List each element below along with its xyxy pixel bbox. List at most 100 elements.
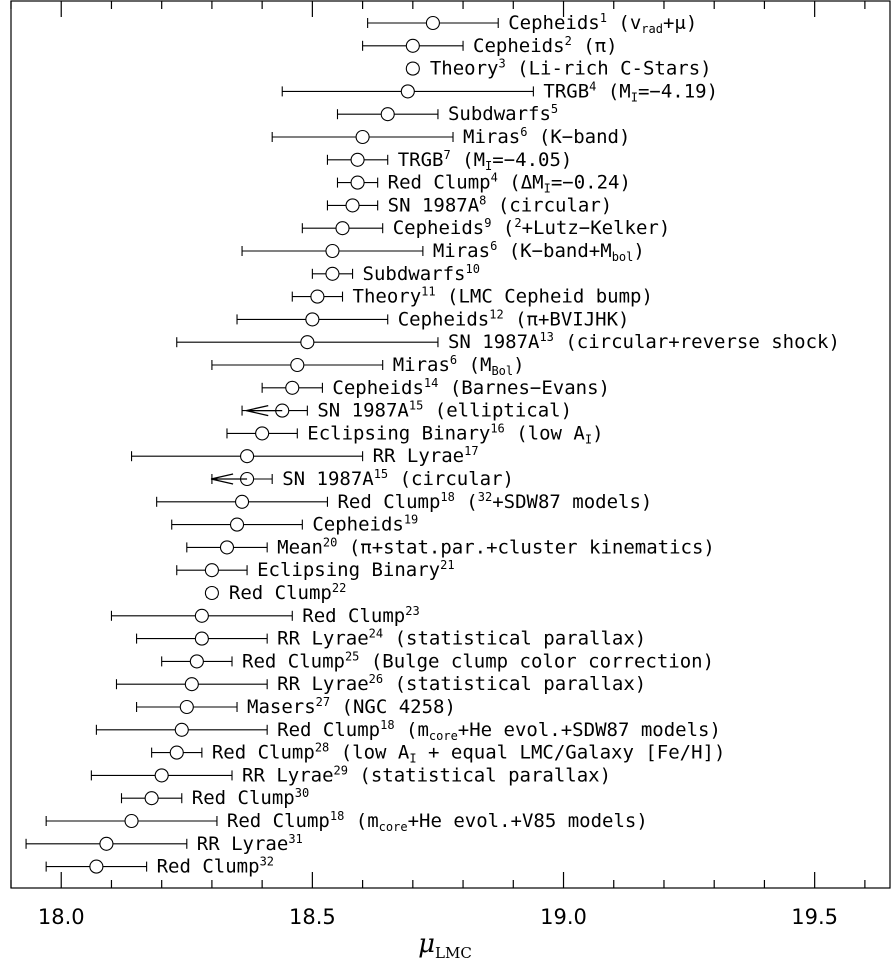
data-row: Cepheids19 <box>171 513 418 536</box>
data-point <box>355 129 370 145</box>
data-point <box>89 859 104 874</box>
data-row: RR Lyrae29 (statistical parallax) <box>90 763 611 786</box>
upper-limit-arrow <box>246 404 283 417</box>
data-row: Eclipsing Binary16 (low AI) <box>226 421 604 446</box>
data-point <box>204 563 219 578</box>
x-tick-label: 18.5 <box>289 905 336 929</box>
point-label: Red Clump18 (32+SDW87 models) <box>337 490 652 513</box>
data-point <box>290 357 305 373</box>
data-row: TRGB4 (MI=−4.19) <box>281 79 718 104</box>
point-label: Masers27 (NGC 4258) <box>247 695 456 718</box>
point-label: Theory3 (Li-rich C-Stars) <box>430 57 712 80</box>
x-tick-label: 18.0 <box>38 905 85 929</box>
data-row: Theory3 (Li-rich C-Stars) <box>405 57 712 80</box>
data-point <box>194 631 209 646</box>
point-label: Red Clump22 <box>229 581 346 604</box>
data-point <box>380 107 395 122</box>
plot-frame <box>10 0 891 889</box>
data-point <box>335 221 350 236</box>
point-label: TRGB7 (MI=−4.05) <box>398 148 573 173</box>
data-row: RR Lyrae26 (statistical parallax) <box>115 672 646 695</box>
data-point <box>425 15 440 31</box>
point-label: Cepheids12 (π+BVIJHK) <box>398 307 630 330</box>
point-label: RR Lyrae29 (statistical parallax) <box>242 763 611 786</box>
data-row: Subdwarfs5 <box>336 102 558 125</box>
data-point <box>194 608 209 623</box>
data-row: Red Clump23 <box>110 604 420 627</box>
point-label: Red Clump23 <box>302 604 419 627</box>
upper-limit-arrow <box>210 473 248 485</box>
data-row: Cepheids1 (vrad+μ) <box>367 11 697 36</box>
data-row: Red Clump30 <box>120 786 309 809</box>
data-row: SN 1987A13 (circular+reverse shock) <box>176 330 840 353</box>
data-point <box>350 152 365 167</box>
point-label: Cepheids2 (π) <box>473 34 618 57</box>
point-label: RR Lyrae26 (statistical parallax) <box>277 672 646 695</box>
point-label: Eclipsing Binary16 (low AI) <box>307 421 603 446</box>
data-row: Subdwarfs10 <box>311 262 480 285</box>
data-row: Red Clump18 (mcore+He evol.+V85 models) <box>45 809 648 834</box>
data-row: Mean20 (π+stat.par.+cluster kinematics) <box>186 535 715 558</box>
data-point <box>169 745 184 760</box>
data-point <box>189 654 204 669</box>
point-label: Cepheids1 (vrad+μ) <box>508 11 697 36</box>
x-axis-ticks: 18.0 18.5 19.0 19.5 <box>10 1 866 929</box>
data-point <box>229 517 245 532</box>
data-point <box>255 426 270 441</box>
point-label: Miras6 (K−band+Mbol) <box>433 239 645 264</box>
data-row: Red Clump22 <box>204 581 346 604</box>
data-row: Miras6 (MBol) <box>211 353 525 378</box>
point-label: Red Clump18 (mcore+He evol.+V85 models) <box>227 809 648 834</box>
data-point <box>405 61 420 76</box>
data-point <box>305 312 320 327</box>
point-label: RR Lyrae31 <box>197 832 303 855</box>
point-label: SN 1987A8 (circular) <box>388 193 613 216</box>
data-row: Cepheids2 (π) <box>362 34 618 57</box>
data-point <box>325 266 340 281</box>
point-label: Red Clump4 (ΔMI=−0.24) <box>388 171 631 196</box>
data-point <box>285 380 300 395</box>
point-label: Cepheids14 (Barnes−Evans) <box>332 376 610 399</box>
point-label: SN 1987A13 (circular+reverse shock) <box>448 330 840 353</box>
data-row: Miras6 (K−band+Mbol) <box>241 239 645 264</box>
data-point <box>325 243 340 259</box>
data-point <box>154 768 169 783</box>
point-label: RR Lyrae24 (statistical parallax) <box>277 627 646 650</box>
data-point <box>235 494 250 509</box>
point-label: Red Clump32 <box>157 855 274 878</box>
point-label: Mean20 (π+stat.par.+cluster kinematics) <box>277 535 715 558</box>
data-points: Cepheids1 (vrad+μ)Cepheids2 (π)Theory3 (… <box>25 11 840 878</box>
data-point <box>184 677 199 692</box>
data-row: Red Clump25 (Bulge clump color correctio… <box>161 649 714 672</box>
data-point <box>204 585 219 601</box>
point-label: Theory11 (LMC Cepheid bump) <box>353 285 653 308</box>
data-point <box>310 289 325 304</box>
data-point <box>99 836 114 851</box>
x-tick-label: 19.5 <box>791 905 838 929</box>
x-tick-label: 19.0 <box>540 905 587 929</box>
point-label: SN 1987A15 (circular) <box>282 467 514 490</box>
data-point <box>345 198 360 213</box>
point-label: Subdwarfs10 <box>363 262 480 285</box>
data-row: TRGB7 (MI=−4.05) <box>326 148 573 173</box>
data-row: Red Clump28 (low AI + equal LMC/Galaxy [… <box>151 741 725 766</box>
point-label: RR Lyrae17 <box>373 444 479 467</box>
point-label: Subdwarfs5 <box>448 102 558 125</box>
data-row: RR Lyrae31 <box>25 832 303 855</box>
point-label: Red Clump30 <box>192 786 309 809</box>
point-label: Red Clump25 (Bulge clump color correctio… <box>242 649 714 672</box>
data-point <box>400 84 415 99</box>
point-label: SN 1987A15 (elliptical) <box>317 399 572 422</box>
data-row: Red Clump18 (32+SDW87 models) <box>156 490 652 513</box>
data-row: Theory11 (LMC Cepheid bump) <box>291 285 653 308</box>
data-point <box>350 175 365 190</box>
data-row: Eclipsing Binary21 <box>176 558 455 581</box>
data-point <box>174 722 189 737</box>
point-label: Cepheids19 <box>312 513 418 536</box>
point-label: Red Clump18 (mcore+He evol.+SDW87 models… <box>277 718 721 743</box>
data-point <box>219 540 235 555</box>
point-label: Cepheids9 (2+Lutz−Kelker) <box>393 216 671 239</box>
data-row: SN 1987A8 (circular) <box>326 193 613 216</box>
data-row: RR Lyrae17 <box>130 444 479 467</box>
